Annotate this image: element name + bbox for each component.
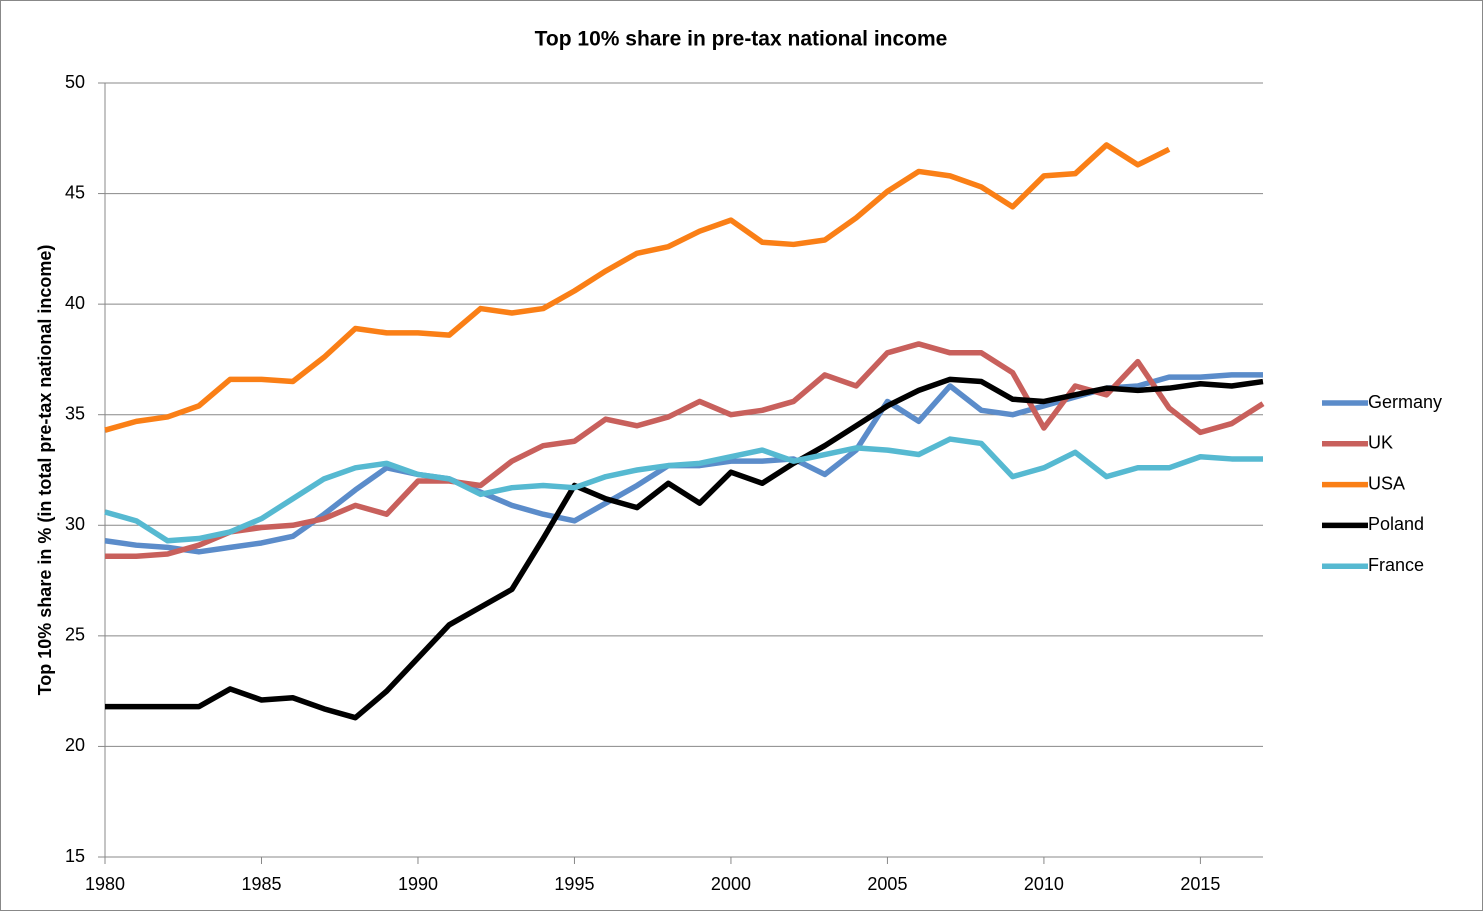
series-line bbox=[104, 436, 1263, 544]
y-tick-label: 35 bbox=[65, 403, 85, 423]
x-tick-label: 1980 bbox=[85, 874, 125, 894]
x-tick-label: 2005 bbox=[867, 874, 907, 894]
y-tick-label: 25 bbox=[65, 625, 85, 645]
chart-title: Top 10% share in pre-tax national income bbox=[535, 28, 948, 51]
y-tick-label: 45 bbox=[65, 182, 85, 202]
x-tick-label: 1990 bbox=[398, 874, 438, 894]
series-line bbox=[105, 376, 1264, 721]
series-line bbox=[105, 341, 1265, 559]
legend-label: Poland bbox=[1368, 514, 1424, 534]
x-tick-label: 1985 bbox=[241, 874, 281, 894]
x-tick-label: 1995 bbox=[554, 874, 594, 894]
legend-label: Germany bbox=[1368, 392, 1442, 412]
legend-label: France bbox=[1368, 555, 1424, 575]
y-tick-label: 40 bbox=[65, 293, 85, 313]
legend-label: UK bbox=[1368, 433, 1393, 453]
x-tick-label: 2015 bbox=[1180, 874, 1220, 894]
series-line bbox=[104, 142, 1171, 433]
y-tick-label: 20 bbox=[65, 735, 85, 755]
x-tick-label: 2010 bbox=[1024, 874, 1064, 894]
y-tick-label: 50 bbox=[65, 72, 85, 92]
legend-label: USA bbox=[1368, 473, 1405, 493]
x-tick-label: 2000 bbox=[711, 874, 751, 894]
y-tick-label: 15 bbox=[65, 846, 85, 866]
y-axis-label: Top 10% share in % (in total pre-tax nat… bbox=[35, 245, 55, 696]
y-tick-label: 30 bbox=[65, 514, 85, 534]
